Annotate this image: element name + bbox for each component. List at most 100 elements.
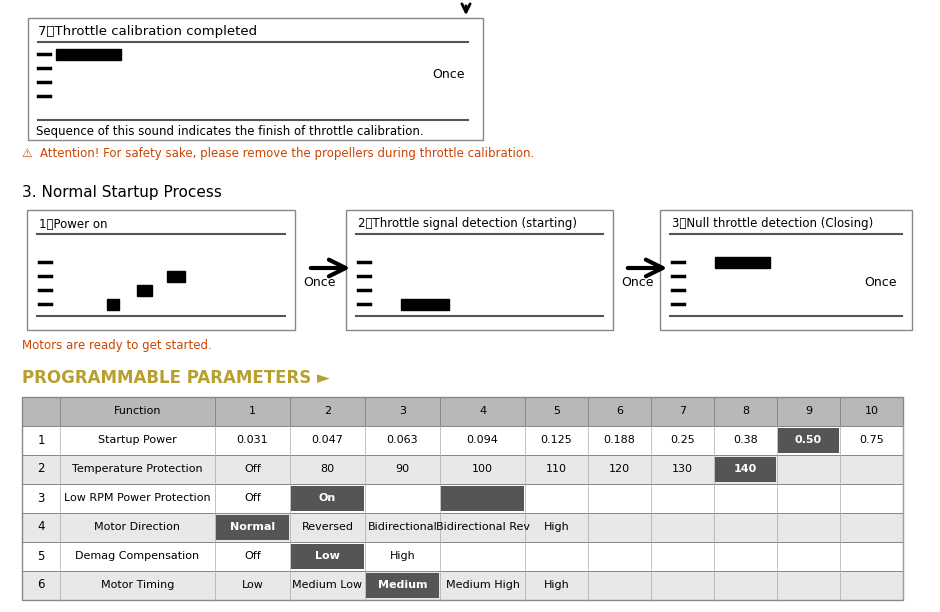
Text: Low RPM Power Protection: Low RPM Power Protection: [64, 493, 211, 503]
Text: 7、Throttle calibration completed: 7、Throttle calibration completed: [38, 26, 258, 39]
Bar: [291, 486, 364, 511]
Bar: [56, 49, 121, 60]
Text: Sequence of this sound indicates the finish of throttle calibration.: Sequence of this sound indicates the fin…: [36, 125, 424, 138]
Text: High: High: [543, 580, 570, 590]
Text: 5: 5: [553, 406, 560, 416]
Text: 3: 3: [38, 491, 45, 504]
Text: 3: 3: [399, 406, 406, 416]
Text: Demag Compensation: Demag Compensation: [75, 551, 199, 561]
Bar: [60, 397, 215, 426]
Text: 0.25: 0.25: [670, 435, 695, 445]
Bar: [440, 397, 525, 426]
Text: 0.063: 0.063: [386, 435, 418, 445]
Bar: [27, 210, 295, 330]
Bar: [715, 257, 770, 268]
Text: 2、Throttle signal detection (starting): 2、Throttle signal detection (starting): [358, 217, 577, 231]
Text: 0.38: 0.38: [733, 435, 758, 445]
Text: Bidirectional Rev: Bidirectional Rev: [435, 522, 529, 532]
Text: Once: Once: [621, 277, 653, 289]
Text: High: High: [543, 522, 570, 532]
Text: Once: Once: [303, 277, 336, 289]
Text: Low: Low: [242, 580, 263, 590]
Bar: [366, 573, 439, 598]
Text: 6: 6: [616, 406, 623, 416]
Text: 0.50: 0.50: [795, 435, 822, 445]
Bar: [401, 299, 449, 310]
Text: Medium Low: Medium Low: [292, 580, 363, 590]
Text: Off: Off: [244, 493, 261, 503]
Bar: [715, 457, 776, 482]
Bar: [346, 210, 613, 330]
Text: 1、Power on: 1、Power on: [39, 217, 107, 231]
Text: 0.75: 0.75: [859, 435, 884, 445]
Bar: [28, 18, 483, 140]
Text: Off: Off: [244, 551, 261, 561]
Text: 0.094: 0.094: [466, 435, 498, 445]
Bar: [291, 544, 364, 569]
Text: Bidirectional: Bidirectional: [368, 522, 437, 532]
Bar: [290, 397, 365, 426]
Text: Motor Direction: Motor Direction: [95, 522, 180, 532]
Bar: [660, 210, 912, 330]
Bar: [22, 455, 903, 484]
Text: 2: 2: [38, 463, 45, 476]
Text: Motor Timing: Motor Timing: [101, 580, 174, 590]
Text: 1: 1: [38, 433, 45, 447]
Text: Off: Off: [244, 464, 261, 474]
Text: 110: 110: [546, 464, 567, 474]
Text: 5: 5: [38, 550, 45, 562]
Text: 3. Normal Startup Process: 3. Normal Startup Process: [22, 184, 222, 200]
Text: 10: 10: [865, 406, 879, 416]
Text: Medium: Medium: [378, 580, 428, 590]
Text: 2: 2: [324, 406, 331, 416]
Bar: [651, 397, 714, 426]
Text: 100: 100: [472, 464, 493, 474]
Text: Once: Once: [432, 69, 465, 81]
Text: 9: 9: [805, 406, 812, 416]
Text: PROGRAMMABLE PARAMETERS ►: PROGRAMMABLE PARAMETERS ►: [22, 369, 330, 387]
Bar: [441, 486, 524, 511]
Text: 0.031: 0.031: [237, 435, 268, 445]
Text: Temperature Protection: Temperature Protection: [72, 464, 203, 474]
Bar: [365, 397, 440, 426]
Text: 0.125: 0.125: [540, 435, 572, 445]
Bar: [22, 513, 903, 542]
Bar: [215, 397, 290, 426]
Bar: [107, 299, 119, 310]
Bar: [22, 397, 60, 426]
Text: 140: 140: [734, 464, 757, 474]
Text: 130: 130: [672, 464, 693, 474]
Text: 8: 8: [742, 406, 749, 416]
Bar: [22, 426, 903, 455]
Text: Reversed: Reversed: [302, 522, 353, 532]
Text: ⚠  Attention! For safety sake, please remove the propellers during throttle cali: ⚠ Attention! For safety sake, please rem…: [22, 146, 534, 160]
Text: Medium High: Medium High: [446, 580, 520, 590]
Text: 0.188: 0.188: [603, 435, 635, 445]
Text: Startup Power: Startup Power: [98, 435, 177, 445]
Bar: [216, 515, 289, 540]
Text: 1: 1: [249, 406, 256, 416]
Text: Function: Function: [114, 406, 162, 416]
Bar: [525, 397, 588, 426]
Bar: [22, 484, 903, 513]
Bar: [167, 271, 185, 282]
Text: Once: Once: [865, 277, 897, 289]
Text: 4: 4: [479, 406, 486, 416]
Text: High: High: [389, 551, 415, 561]
Bar: [840, 397, 903, 426]
Text: Normal: Normal: [230, 522, 275, 532]
Text: 120: 120: [609, 464, 630, 474]
Text: 0.047: 0.047: [311, 435, 343, 445]
Text: On: On: [319, 493, 337, 503]
Text: Motors are ready to get started.: Motors are ready to get started.: [22, 338, 212, 351]
Bar: [777, 397, 840, 426]
Text: 90: 90: [396, 464, 410, 474]
Text: 80: 80: [321, 464, 335, 474]
Bar: [22, 397, 903, 600]
Bar: [137, 285, 152, 296]
Bar: [22, 542, 903, 571]
Bar: [778, 428, 839, 453]
Text: 4: 4: [38, 520, 45, 534]
Text: Low: Low: [315, 551, 340, 561]
Text: 7: 7: [679, 406, 686, 416]
